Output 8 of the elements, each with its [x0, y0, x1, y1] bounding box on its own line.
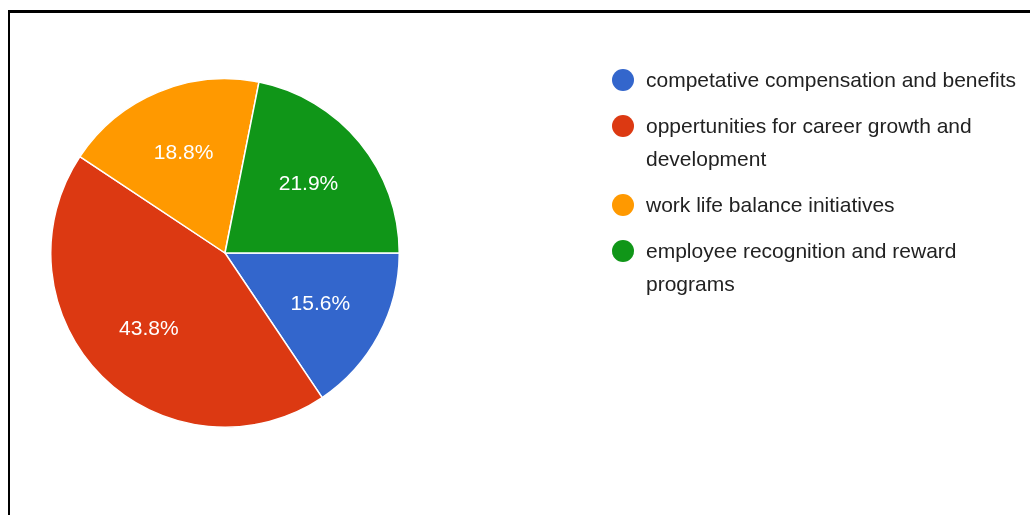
data-label: 15.6%: [290, 290, 351, 314]
legend-label: work life balance initiatives: [646, 192, 895, 218]
data-label: 21.9%: [278, 171, 339, 195]
data-label: 43.8%: [119, 316, 179, 340]
legend-label: competative compensation and benefits: [646, 67, 1017, 93]
legend-label: employee recognition and reward programs: [646, 238, 958, 297]
data-label: 18.8%: [153, 140, 214, 164]
legend-label: oppertunities for career growth and development: [646, 113, 973, 172]
